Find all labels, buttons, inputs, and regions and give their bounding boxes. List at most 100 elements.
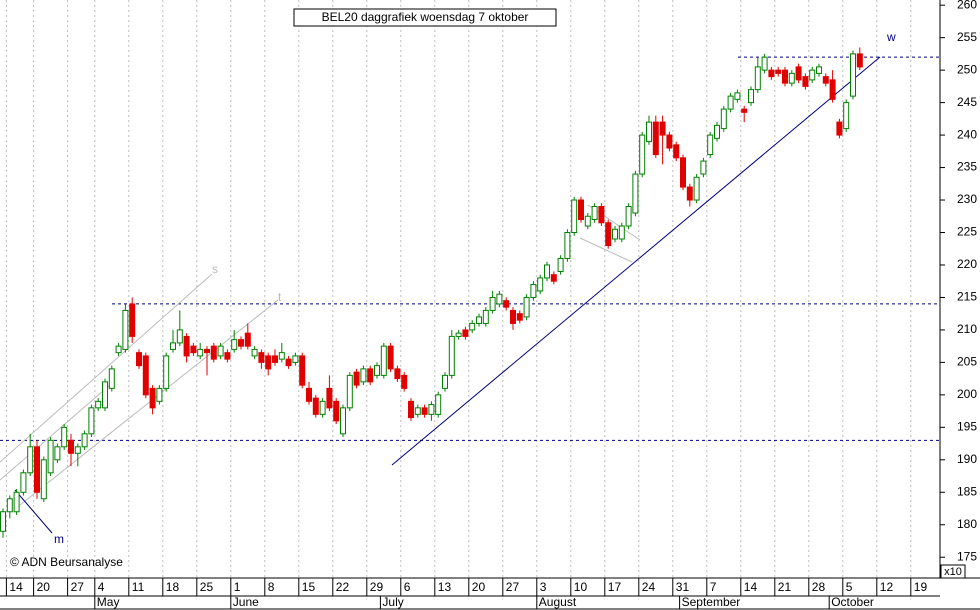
- channel-line: [0, 384, 111, 481]
- candle-body: [326, 387, 333, 409]
- candle-body: [639, 134, 646, 175]
- candle-body: [714, 124, 720, 139]
- candle-body: [122, 309, 129, 350]
- flag-line: [579, 237, 633, 263]
- candle-body: [414, 407, 421, 415]
- y-tick-label: 230: [957, 192, 977, 206]
- x-tick-label: 24: [642, 580, 656, 594]
- candle-body: [856, 53, 863, 68]
- x-tick-label: 17: [608, 580, 622, 594]
- y-tick-label: 255: [957, 30, 977, 44]
- candle-body: [782, 69, 788, 84]
- month-label: October: [831, 595, 874, 609]
- candle-body: [346, 374, 353, 409]
- candle-body: [176, 329, 183, 344]
- candle-body: [734, 92, 741, 100]
- candle-body: [564, 231, 571, 259]
- candle-body: [102, 381, 108, 409]
- copyright: © ADN Beursanalyse: [10, 555, 123, 569]
- candle-body: [455, 332, 462, 337]
- candle-body: [652, 121, 659, 156]
- month-label: September: [682, 595, 741, 609]
- candle-body: [367, 368, 374, 383]
- candle-body: [353, 371, 360, 386]
- candle-body: [557, 257, 564, 272]
- y-tick-label: 175: [957, 549, 977, 563]
- x-tick-label: 12: [880, 580, 894, 594]
- candle-body: [312, 397, 319, 415]
- title-box: [293, 8, 557, 27]
- candle-body: [802, 76, 809, 87]
- candle-body: [686, 186, 693, 201]
- candle-body: [659, 121, 666, 136]
- x-tick-label: 29: [370, 580, 384, 594]
- candle-body: [462, 329, 469, 337]
- candle-body: [95, 400, 102, 409]
- candle-body: [700, 160, 707, 175]
- candle-body: [333, 400, 340, 422]
- x-tick-label: 13: [438, 580, 452, 594]
- candle-body: [285, 358, 292, 367]
- candle-body: [40, 459, 47, 500]
- candle-body: [278, 352, 285, 360]
- trend-line: [391, 56, 881, 466]
- x-tick-label: 6: [404, 580, 411, 594]
- candle-body: [530, 283, 537, 298]
- candle-body: [340, 407, 346, 435]
- candle-body: [625, 206, 632, 227]
- candle-body: [435, 394, 442, 415]
- candle-body: [646, 121, 652, 143]
- candle-body: [816, 66, 822, 74]
- candle-body: [244, 332, 251, 347]
- candle-body: [618, 225, 625, 240]
- channel-line: [0, 273, 213, 463]
- candles: [0, 47, 863, 538]
- trend-line: [14, 489, 53, 534]
- y-tick-label: 260: [957, 0, 977, 11]
- candle-body: [428, 404, 435, 415]
- candle-body: [156, 387, 163, 402]
- y-tick-label: 180: [957, 517, 977, 531]
- channel-line: [19, 299, 279, 506]
- y-tick-label: 195: [957, 420, 977, 434]
- x-tick-label: 28: [812, 580, 826, 594]
- candle-body: [210, 345, 217, 360]
- trend-lines: [0, 56, 881, 534]
- candle-body: [272, 355, 278, 363]
- candle-body: [829, 79, 836, 100]
- x-tick-label: 20: [37, 580, 51, 594]
- candle-body: [360, 368, 367, 383]
- candle-body: [108, 368, 115, 389]
- candle-body: [319, 400, 326, 415]
- candle-body: [88, 407, 95, 435]
- candle-body: [591, 206, 598, 221]
- candle-body: [489, 296, 496, 311]
- candle-body: [632, 173, 639, 214]
- candle-body: [306, 387, 312, 402]
- candle-body: [34, 446, 40, 493]
- candle-body: [54, 446, 61, 461]
- x-tick-label: 22: [336, 580, 350, 594]
- candle-body: [380, 345, 387, 376]
- candle-body: [224, 352, 231, 360]
- candle-body: [13, 491, 20, 513]
- candle-body: [482, 309, 489, 324]
- x-tick-label: 5: [846, 580, 853, 594]
- candle-body: [550, 274, 557, 282]
- candle-body: [843, 102, 850, 130]
- y-tick-label: 205: [957, 355, 977, 369]
- candle-body: [503, 300, 510, 308]
- annotation: t: [278, 290, 282, 304]
- candle-body: [761, 56, 768, 71]
- candle-body: [408, 400, 414, 419]
- y-tick-label: 200: [957, 387, 977, 401]
- month-label: June: [233, 595, 259, 609]
- x-tick-label: 3: [540, 580, 547, 594]
- x-tick-label: 11: [132, 580, 145, 594]
- x-tick-label: 10: [574, 580, 588, 594]
- x-tick-label: 27: [71, 580, 85, 594]
- candle-body: [74, 446, 81, 454]
- candle-body: [510, 309, 516, 324]
- x-tick-label: 14: [9, 580, 23, 594]
